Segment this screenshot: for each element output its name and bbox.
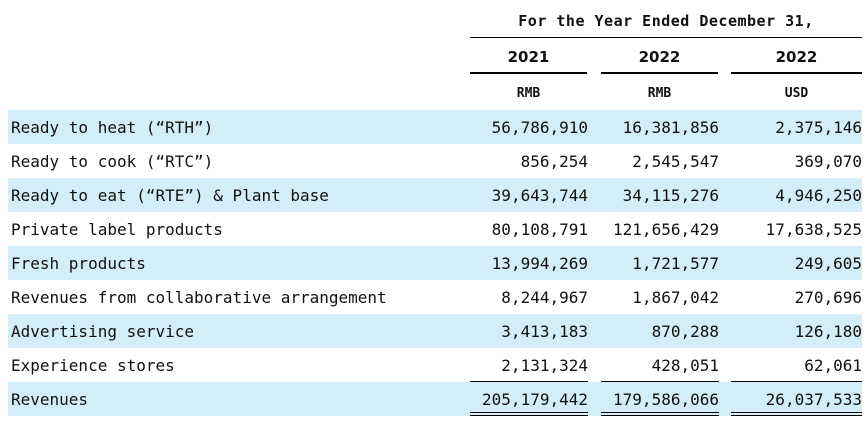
row-label: Ready to eat (“RTE”) & Plant base [11, 186, 329, 205]
value-2022-usd: 369,070 [794, 152, 862, 171]
value-2021-rmb: 8,244,967 [501, 288, 588, 307]
value-2022-usd: 126,180 [794, 322, 862, 341]
value-2022-rmb: 428,051 [651, 356, 719, 375]
year-header-2021: 2021 [507, 48, 550, 66]
row-label: Revenues from collaborative arrangement [11, 288, 387, 307]
value-2022-usd: 62,061 [804, 356, 862, 375]
year-header-2022-rmb: 2022 [638, 48, 681, 66]
row-label: Ready to heat (“RTH”) [11, 118, 214, 137]
value-2022-rmb: 34,115,276 [622, 186, 719, 205]
value-2022-rmb: 16,381,856 [622, 118, 719, 137]
table-row: Ready to eat (“RTE”) & Plant base 39,643… [8, 178, 862, 212]
value-2022-rmb: 870,288 [651, 322, 719, 341]
value-2021-rmb: 39,643,744 [491, 186, 588, 205]
table-row: Ready to heat (“RTH”) 56,786,910 16,381,… [8, 110, 862, 144]
value-2022-rmb: 2,545,547 [632, 152, 719, 171]
row-label: Advertising service [11, 322, 195, 341]
value-2022-rmb: 1,721,577 [632, 254, 719, 273]
value-2022-rmb: 1,867,042 [632, 288, 719, 307]
value-2022-usd: 4,946,250 [775, 186, 862, 205]
table-row: Fresh products 13,994,269 1,721,577 249,… [8, 246, 862, 280]
subtotal-rule-1 [470, 381, 588, 382]
year-header-2022-usd: 2022 [775, 48, 818, 66]
unit-header-rmb-2021: RMB [516, 86, 541, 101]
value-2022-usd: 249,605 [794, 254, 862, 273]
value-2022-usd: 26,037,533 [765, 390, 862, 409]
row-label: Experience stores [11, 356, 175, 375]
row-label: Ready to cook (“RTC”) [11, 152, 214, 171]
table-row-total: Revenues 205,179,442 179,586,066 26,037,… [8, 382, 862, 416]
value-2021-rmb: 205,179,442 [482, 390, 588, 409]
value-2022-rmb: 179,586,066 [613, 390, 719, 409]
table-row: Private label products 80,108,791 121,65… [8, 212, 862, 246]
value-2022-usd: 17,638,525 [765, 220, 862, 239]
total-double-rule-3 [731, 412, 862, 416]
period-header: For the Year Ended December 31, [518, 12, 814, 30]
subtotal-rule-2 [601, 381, 719, 382]
row-label: Private label products [11, 220, 223, 239]
table-row: Advertising service 3,413,183 870,288 12… [8, 314, 862, 348]
subtotal-rule-3 [731, 381, 862, 382]
value-2022-usd: 270,696 [794, 288, 862, 307]
revenue-table: Ready to heat (“RTH”) 56,786,910 16,381,… [8, 110, 862, 416]
value-2021-rmb: 80,108,791 [491, 220, 588, 239]
year-rule-2 [601, 72, 718, 74]
period-header-rule [470, 37, 862, 38]
row-label: Revenues [11, 390, 89, 409]
unit-header-rmb-2022: RMB [647, 86, 672, 101]
table-row: Ready to cook (“RTC”) 856,254 2,545,547 … [8, 144, 862, 178]
value-2022-rmb: 121,656,429 [613, 220, 719, 239]
row-label: Fresh products [11, 254, 146, 273]
value-2021-rmb: 2,131,324 [501, 356, 588, 375]
value-2022-usd: 2,375,146 [775, 118, 862, 137]
total-double-rule-2 [601, 412, 719, 416]
table-row: Experience stores 2,131,324 428,051 62,0… [8, 348, 862, 382]
year-rule-3 [731, 72, 862, 74]
year-rule-1 [470, 72, 587, 74]
value-2021-rmb: 3,413,183 [501, 322, 588, 341]
value-2021-rmb: 13,994,269 [491, 254, 588, 273]
total-double-rule-1 [470, 412, 588, 416]
table-row: Revenues from collaborative arrangement … [8, 280, 862, 314]
value-2021-rmb: 56,786,910 [491, 118, 588, 137]
value-2021-rmb: 856,254 [520, 152, 588, 171]
unit-header-usd-2022: USD [784, 86, 809, 101]
